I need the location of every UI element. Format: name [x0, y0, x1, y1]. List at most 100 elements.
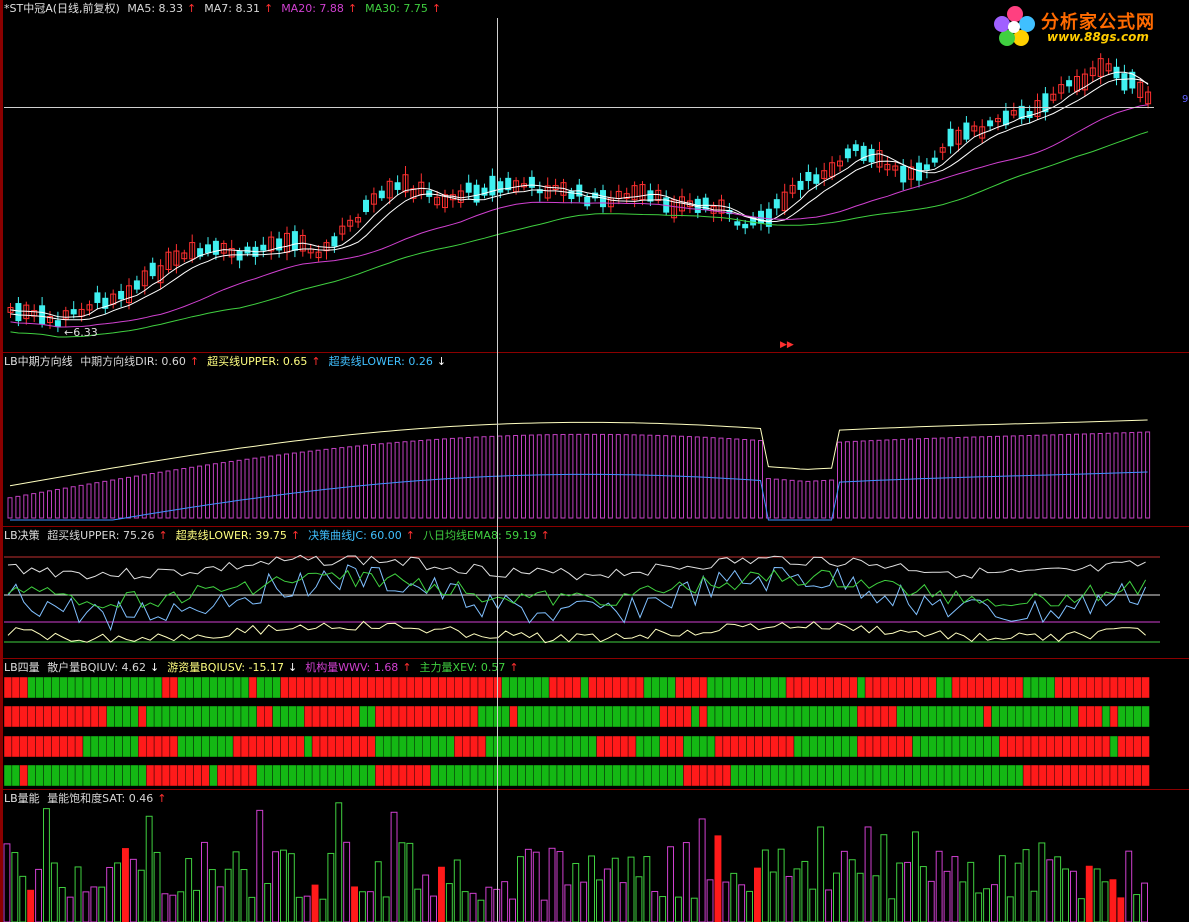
volume-cell	[920, 735, 929, 758]
volume-cell	[651, 705, 660, 728]
price-chart[interactable]	[0, 0, 1189, 352]
volume-cell	[880, 676, 890, 699]
direction-bar	[165, 470, 171, 519]
direction-bar	[1026, 434, 1032, 519]
volume-cell	[1070, 676, 1079, 699]
decision-panel-header: LB决策 超买线UPPER: 75.26 ↑ 超卖线LOWER: 39.75 ↑ 决策曲…	[4, 529, 562, 543]
volume-cell	[912, 705, 921, 728]
volume-cell	[430, 676, 439, 699]
volume-cell	[177, 764, 186, 787]
four-volume-chart[interactable]	[0, 659, 1189, 789]
volume-cell	[1046, 764, 1055, 787]
direction-chart[interactable]	[0, 353, 1189, 526]
volume-cell	[1133, 705, 1142, 728]
volume-cell	[1030, 764, 1040, 787]
saturation-bar	[303, 895, 311, 922]
direction-panel[interactable]: LB中期方向线 中期方向线DIR: 0.60 ↑ 超买线UPPER: 0.65 ↑ 超卖…	[0, 353, 1189, 526]
saturation-bar	[564, 884, 572, 922]
direction-bar	[284, 453, 289, 519]
volume-cell	[580, 676, 589, 699]
volume-cell	[232, 676, 242, 699]
volume-cell	[1022, 676, 1032, 699]
candle-body	[378, 190, 385, 199]
saturation-bar	[208, 869, 216, 922]
arrow-up-icon: ↑	[263, 2, 274, 15]
volume-cell	[841, 764, 850, 787]
candle-body	[592, 192, 599, 199]
volume-cell	[801, 735, 811, 758]
volume-cell	[983, 735, 992, 758]
saturation-bar	[572, 862, 580, 922]
volume-cell	[517, 705, 526, 728]
volume-cell	[288, 735, 297, 758]
volume-cell	[572, 764, 581, 787]
volume-cell	[691, 764, 700, 787]
candle-body	[1042, 93, 1049, 113]
volume-cell	[177, 676, 186, 699]
saturation-bar	[66, 896, 74, 922]
saturation-bar	[398, 842, 406, 922]
volume-cell	[943, 735, 953, 758]
candle-body	[94, 292, 101, 303]
volume-cell	[485, 676, 494, 699]
volume-cell	[888, 705, 897, 728]
direction-bar	[1097, 433, 1103, 519]
volume-cell	[169, 735, 178, 758]
four-volume-panel[interactable]: LB四量 散户量BQIUV: 4.62 ↓ 游资量BQIUSV: -15.17 ↓ 机构…	[0, 659, 1189, 789]
decision-chart[interactable]	[0, 527, 1189, 658]
direction-bar	[31, 493, 37, 519]
candle-body	[797, 180, 804, 190]
volume-cell	[153, 764, 163, 787]
volume-cell	[390, 676, 400, 699]
candle-body	[781, 191, 788, 212]
volume-cell	[1038, 676, 1048, 699]
volume-cell	[19, 705, 28, 728]
candle-body	[995, 118, 1001, 123]
candle-body	[394, 182, 401, 190]
volume-cell	[738, 735, 747, 758]
volume-cell	[667, 735, 676, 758]
volume-cell	[446, 676, 455, 699]
direction-bar	[979, 436, 985, 519]
direction-bar	[671, 435, 677, 519]
price-panel[interactable]: *ST中冠A(日线,前复权) MA5: 8.33 ↑ MA7: 8.31 ↑ MA20:…	[0, 0, 1189, 352]
saturation-bar	[137, 869, 145, 922]
volume-cell	[675, 705, 684, 728]
volume-cell	[1015, 676, 1024, 699]
volume-cell	[1109, 735, 1119, 758]
saturation-bar	[517, 856, 524, 922]
saturation-bar	[888, 898, 896, 922]
volume-cell	[778, 676, 787, 699]
direction-bar	[1105, 432, 1111, 519]
volume-cell	[422, 705, 431, 728]
saturation-bar	[848, 859, 856, 922]
volume-cell	[161, 705, 171, 728]
volume-cell	[201, 764, 210, 787]
decision-panel[interactable]: LB决策 超买线UPPER: 75.26 ↑ 超卖线LOWER: 39.75 ↑ 决策曲…	[0, 527, 1189, 658]
volume-cell	[161, 735, 171, 758]
saturation-bar	[1006, 896, 1014, 922]
volume-cell	[1062, 764, 1071, 787]
volume-cell	[643, 676, 653, 699]
saturation-panel[interactable]: LB量能 量能饱和度SAT: 0.46 ↑	[0, 790, 1189, 922]
candle-body	[1121, 73, 1128, 91]
volume-cell	[430, 764, 439, 787]
saturation-bar	[817, 826, 825, 922]
volume-cell	[564, 764, 574, 787]
volume-cell	[999, 735, 1008, 758]
volume-cell	[754, 735, 763, 758]
candle-body	[568, 191, 575, 200]
saturation-bar	[1054, 856, 1062, 922]
volume-cell	[177, 735, 186, 758]
saturation-bar	[335, 802, 343, 922]
saturation-panel-header: LB量能 量能饱和度SAT: 0.46 ↑	[4, 792, 178, 806]
candle-body	[62, 310, 69, 320]
volume-cell	[556, 676, 566, 699]
candle-body	[505, 177, 512, 191]
saturation-chart[interactable]	[0, 790, 1189, 922]
saturation-bar	[90, 886, 98, 922]
direction-bar	[260, 456, 266, 519]
volume-cell	[675, 764, 684, 787]
volume-cell	[209, 705, 218, 728]
candle-body	[1010, 110, 1017, 116]
